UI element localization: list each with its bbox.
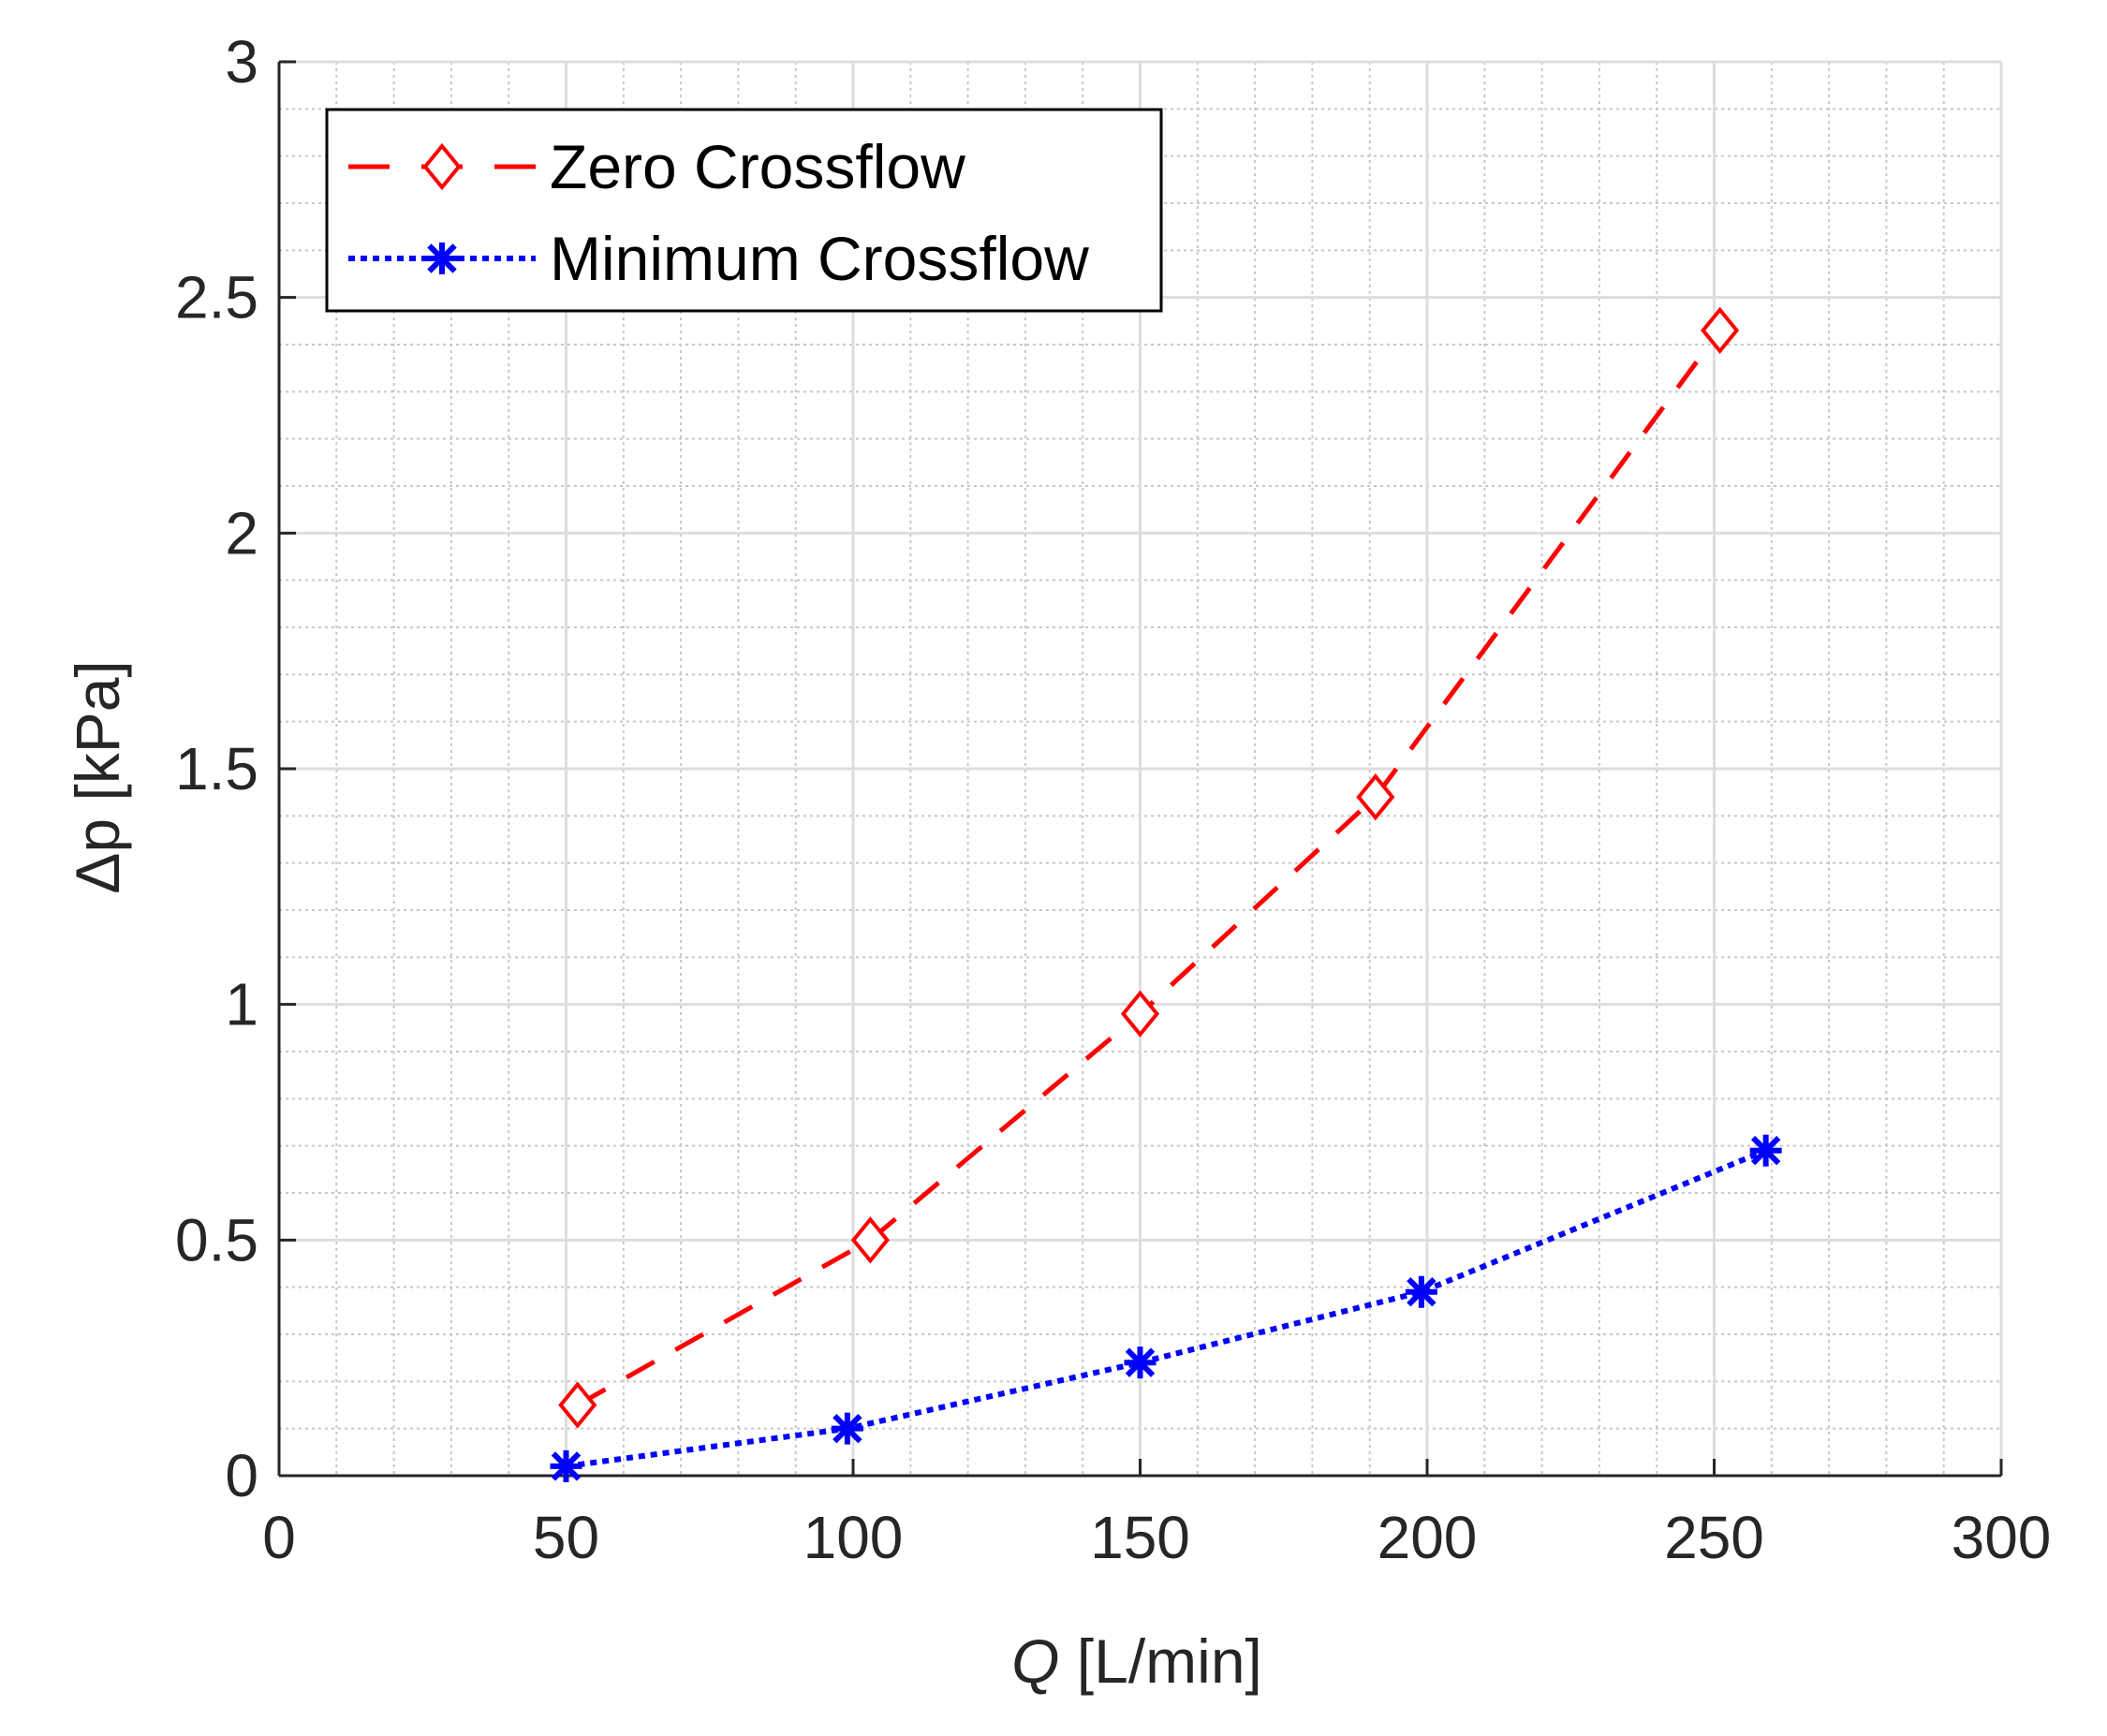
- asterisk-marker: [1405, 1275, 1437, 1308]
- diamond-marker: [1701, 306, 1740, 355]
- series-zero-crossflow: [558, 306, 1740, 1429]
- legend-entry: Zero Crossflow: [348, 132, 965, 201]
- y-tick-label: 0: [225, 1442, 258, 1509]
- diamond-marker: [558, 1381, 597, 1429]
- y-tick-label: 0.5: [175, 1206, 258, 1273]
- legend-label: Minimum Crossflow: [550, 224, 1089, 293]
- asterisk-marker: [1749, 1134, 1782, 1167]
- diamond-marker: [850, 1216, 890, 1264]
- y-tick-label: 1: [225, 971, 258, 1038]
- x-tick-label: 0: [262, 1504, 296, 1571]
- tick-labels: 0 50 100 150 200 250 300 0 0.5 1 1.5 2 2.5 3: [175, 28, 2051, 1571]
- x-tick-label: 150: [1090, 1504, 1190, 1571]
- series-minimum-crossflow: [550, 1134, 1782, 1482]
- asterisk-marker: [1124, 1346, 1157, 1379]
- x-axis-label-unit: [L/min]: [1059, 1626, 1261, 1696]
- diamond-marker: [1120, 990, 1160, 1037]
- x-tick-label: 300: [1952, 1504, 2052, 1571]
- y-tick-label: 3: [225, 28, 258, 96]
- series-layer: [550, 306, 1782, 1482]
- legend-box: [325, 108, 1163, 313]
- legend: Zero Crossflow Minimum Crossflow: [325, 108, 1163, 313]
- legend-entries: Zero Crossflow Minimum Crossflow: [348, 132, 1089, 293]
- legend-label: Zero Crossflow: [550, 132, 965, 201]
- legend-entry: Minimum Crossflow: [348, 224, 1089, 293]
- y-tick-label: 1.5: [175, 735, 258, 802]
- asterisk-marker: [426, 243, 458, 274]
- diamond-marker: [422, 142, 462, 191]
- x-tick-label: 200: [1378, 1504, 1478, 1571]
- diamond-marker: [1356, 773, 1395, 821]
- y-tick-label: 2: [225, 499, 258, 566]
- x-axis-label: Q [L/min]: [1011, 1626, 1262, 1696]
- x-tick-label: 250: [1664, 1504, 1764, 1571]
- asterisk-marker: [831, 1412, 863, 1445]
- y-axis-label: Δp [kPa]: [63, 660, 132, 894]
- y-tick-label: 2.5: [175, 264, 258, 331]
- x-axis-label-variable: Q: [1011, 1626, 1059, 1696]
- asterisk-marker: [550, 1449, 582, 1482]
- x-tick-label: 50: [533, 1504, 599, 1571]
- x-tick-label: 100: [803, 1504, 904, 1571]
